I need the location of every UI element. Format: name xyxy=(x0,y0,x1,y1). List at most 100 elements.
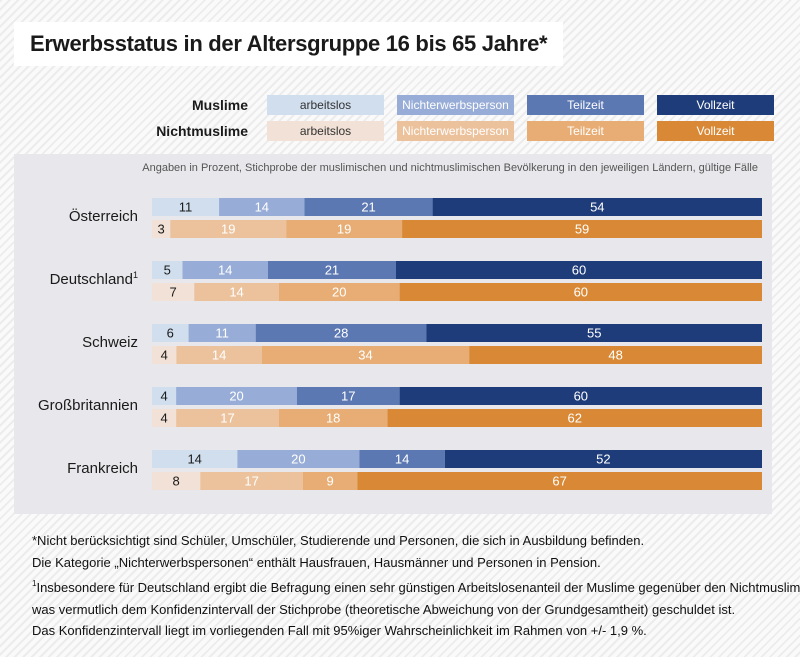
value-label-deutschland-muslime-arbeitslos: 5 xyxy=(164,263,171,278)
bar-deutschland-muslime-vollzeit xyxy=(396,261,762,279)
bar-grossbritannien-muslime-nichterwerbsperson xyxy=(176,387,297,405)
value-label-frankreich-nichtmuslime-nichterwerbsperson: 17 xyxy=(244,474,258,489)
footnote-5: Das Konfidenzintervall liegt im vorliege… xyxy=(32,623,647,638)
bar-grossbritannien-nichtmuslime-teilzeit xyxy=(278,409,388,427)
value-label-grossbritannien-nichtmuslime-vollzeit: 62 xyxy=(568,411,582,426)
legend-nichtmuslime-arbeitslos: arbeitslos xyxy=(267,121,384,141)
value-label-deutschland-muslime-nichterwerbsperson: 14 xyxy=(218,263,232,278)
value-label-schweiz-nichtmuslime-arbeitslos: 4 xyxy=(161,348,168,363)
bar-schweiz-muslime-nichterwerbsperson xyxy=(188,324,256,342)
footnote-1: *Nicht berücksichtigt sind Schüler, Umsc… xyxy=(32,533,645,548)
bar-oesterreich-nichtmuslime-teilzeit xyxy=(286,220,403,238)
value-label-grossbritannien-muslime-vollzeit: 60 xyxy=(574,389,588,404)
value-label-deutschland-nichtmuslime-arbeitslos: 7 xyxy=(170,285,177,300)
bar-oesterreich-nichtmuslime-nichterwerbsperson xyxy=(170,220,287,238)
legend-muslime-vollzeit: Vollzeit xyxy=(657,95,774,115)
legend-nichtmuslime-teilzeit: Teilzeit xyxy=(527,121,644,141)
bar-schweiz-nichtmuslime-arbeitslos xyxy=(152,346,177,364)
value-label-frankreich-muslime-arbeitslos: 14 xyxy=(187,452,201,467)
value-label-schweiz-muslime-vollzeit: 55 xyxy=(587,326,601,341)
legend-muslime-teilzeit: Teilzeit xyxy=(527,95,644,115)
bar-schweiz-muslime-vollzeit xyxy=(426,324,762,342)
legend-nichtmuslime-nichterwerbsperson: Nichterwerbsperson xyxy=(397,121,514,141)
chart-title: Erwerbsstatus in der Altersgruppe 16 bis… xyxy=(30,31,548,56)
footnote-3-mark: 1 xyxy=(32,579,37,588)
value-label-oesterreich-muslime-teilzeit: 21 xyxy=(361,200,375,215)
value-label-deutschland-muslime-teilzeit: 21 xyxy=(325,263,339,278)
country-label-deutschland: Deutschland1 xyxy=(50,270,138,288)
title-box: Erwerbsstatus in der Altersgruppe 16 bis… xyxy=(14,22,564,66)
bar-grossbritannien-muslime-vollzeit xyxy=(399,387,762,405)
value-label-oesterreich-nichtmuslime-teilzeit: 19 xyxy=(337,222,351,237)
chart-note: Angaben in Prozent, Stichprobe der musli… xyxy=(142,162,758,174)
value-label-oesterreich-nichtmuslime-vollzeit: 59 xyxy=(575,222,589,237)
bar-schweiz-nichtmuslime-nichterwerbsperson xyxy=(176,346,262,364)
value-label-schweiz-nichtmuslime-nichterwerbsperson: 14 xyxy=(212,348,226,363)
value-label-schweiz-muslime-teilzeit: 28 xyxy=(334,326,348,341)
bar-oesterreich-muslime-arbeitslos xyxy=(152,198,220,216)
legend-label-nichtmuslime: Nichtmuslime xyxy=(156,123,248,139)
bar-frankreich-nichtmuslime-nichterwerbsperson xyxy=(200,472,303,490)
value-label-grossbritannien-nichtmuslime-arbeitslos: 4 xyxy=(160,411,167,426)
value-label-deutschland-muslime-vollzeit: 60 xyxy=(572,263,586,278)
bar-grossbritannien-nichtmuslime-arbeitslos xyxy=(152,409,177,427)
value-label-schweiz-nichtmuslime-teilzeit: 34 xyxy=(358,348,372,363)
legend-muslime-arbeitslos: arbeitslos xyxy=(267,95,384,115)
value-label-grossbritannien-nichtmuslime-teilzeit: 18 xyxy=(326,411,340,426)
country-label-oesterreich: Österreich xyxy=(69,207,138,225)
bar-schweiz-nichtmuslime-vollzeit xyxy=(469,346,762,364)
bar-oesterreich-muslime-vollzeit xyxy=(432,198,762,216)
bar-frankreich-muslime-teilzeit xyxy=(359,450,445,468)
value-label-schweiz-nichtmuslime-vollzeit: 48 xyxy=(608,348,622,363)
value-label-schweiz-muslime-nichterwerbsperson: 11 xyxy=(215,326,229,341)
country-label-schweiz: Schweiz xyxy=(82,334,138,351)
bar-schweiz-nichtmuslime-teilzeit xyxy=(261,346,470,364)
bar-grossbritannien-nichtmuslime-nichterwerbsperson xyxy=(176,409,279,427)
chart-panel: Angaben in Prozent, Stichprobe der musli… xyxy=(14,154,772,514)
bar-grossbritannien-muslime-arbeitslos xyxy=(152,387,177,405)
value-label-frankreich-muslime-vollzeit: 52 xyxy=(596,452,610,467)
value-label-frankreich-nichtmuslime-arbeitslos: 8 xyxy=(173,474,180,489)
legend-muslime-nichterwerbsperson: Nichterwerbsperson xyxy=(397,95,514,115)
value-label-frankreich-muslime-nichterwerbsperson: 20 xyxy=(291,452,305,467)
bar-deutschland-nichtmuslime-nichterwerbsperson xyxy=(194,283,279,301)
value-label-oesterreich-nichtmuslime-arbeitslos: 3 xyxy=(158,222,165,237)
footnote-3-text: Insbesondere für Deutschland ergibt die … xyxy=(36,580,800,595)
value-label-grossbritannien-muslime-teilzeit: 17 xyxy=(341,389,355,404)
bar-schweiz-muslime-teilzeit xyxy=(255,324,427,342)
bar-schweiz-muslime-arbeitslos xyxy=(152,324,189,342)
footnote-2: Die Kategorie „Nichterwerbspersonen“ ent… xyxy=(32,554,601,570)
legend-row-nichtmuslime: Nichtmuslime arbeitslos Nichterwerbspers… xyxy=(0,121,800,141)
value-label-oesterreich-muslime-nichterwerbsperson: 14 xyxy=(255,200,269,215)
value-label-oesterreich-muslime-arbeitslos: 11 xyxy=(179,200,193,215)
bar-grossbritannien-nichtmuslime-vollzeit xyxy=(387,409,762,427)
bar-frankreich-nichtmuslime-vollzeit xyxy=(357,472,762,490)
legend-label-muslime: Muslime xyxy=(191,97,248,113)
bar-deutschland-muslime-teilzeit xyxy=(267,261,396,279)
bar-frankreich-muslime-nichterwerbsperson xyxy=(237,450,360,468)
value-label-oesterreich-nichtmuslime-nichterwerbsperson: 19 xyxy=(221,222,235,237)
bar-frankreich-nichtmuslime-teilzeit xyxy=(302,472,358,490)
bar-deutschland-nichtmuslime-arbeitslos xyxy=(152,283,195,301)
bar-deutschland-nichtmuslime-teilzeit xyxy=(278,283,400,301)
legend-nichtmuslime-vollzeit: Vollzeit xyxy=(657,121,774,141)
value-label-deutschland-nichtmuslime-teilzeit: 20 xyxy=(332,285,346,300)
bar-deutschland-muslime-nichterwerbsperson xyxy=(182,261,268,279)
value-label-grossbritannien-muslime-nichterwerbsperson: 20 xyxy=(229,389,243,404)
bar-deutschland-nichtmuslime-vollzeit xyxy=(399,283,762,301)
value-label-grossbritannien-nichtmuslime-nichterwerbsperson: 17 xyxy=(220,411,234,426)
bar-oesterreich-nichtmuslime-vollzeit xyxy=(402,220,762,238)
bar-frankreich-muslime-arbeitslos xyxy=(152,450,238,468)
bar-deutschland-muslime-arbeitslos xyxy=(152,261,183,279)
country-label-frankreich: Frankreich xyxy=(67,460,138,477)
footnote-4: was vermutlich dem Konfidenzintervall de… xyxy=(32,601,736,617)
value-label-frankreich-muslime-teilzeit: 14 xyxy=(395,452,409,467)
value-label-frankreich-nichtmuslime-teilzeit: 9 xyxy=(327,474,334,489)
value-label-deutschland-nichtmuslime-vollzeit: 60 xyxy=(574,285,588,300)
legend-row-muslime: Muslime arbeitslos Nichterwerbsperson Te… xyxy=(0,95,800,115)
bar-frankreich-muslime-vollzeit xyxy=(444,450,762,468)
value-label-grossbritannien-muslime-arbeitslos: 4 xyxy=(160,389,167,404)
country-label-grossbritannien: Großbritannien xyxy=(38,397,138,414)
value-label-frankreich-nichtmuslime-vollzeit: 67 xyxy=(552,474,566,489)
